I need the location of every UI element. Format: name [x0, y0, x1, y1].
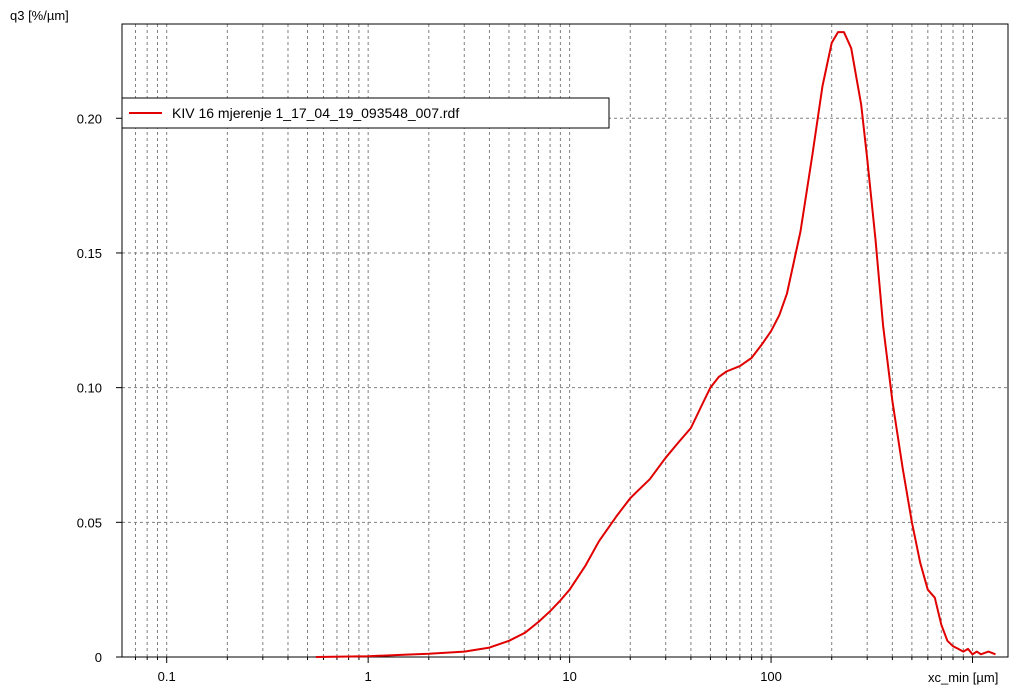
series-line — [315, 31, 996, 658]
x-tick-label: 1 — [365, 669, 372, 684]
plot-frame — [121, 23, 1009, 658]
y-tick-label: 0.15 — [77, 246, 102, 261]
x-tick-label: 100 — [760, 669, 782, 684]
series-layer — [315, 31, 996, 658]
x-tick-label: 10 — [562, 669, 576, 684]
x-axis-label: xc_min [µm] — [928, 670, 998, 685]
y-axis-label: q3 [%/µm] — [10, 8, 69, 23]
y-tick-label: 0.20 — [77, 111, 102, 126]
y-tick-label: 0.05 — [77, 515, 102, 530]
y-tick-label: 0 — [95, 650, 102, 665]
grid — [122, 24, 1008, 657]
y-axis: 0 0.05 0.10 0.15 0.20 — [77, 111, 122, 665]
x-axis: 0.1 1 10 100 — [134, 657, 974, 684]
legend-entry: KIV 16 mjerenje 1_17_04_19_093548_007.rd… — [172, 105, 459, 121]
legend-box — [121, 97, 610, 129]
legend: KIV 16 mjerenje 1_17_04_19_093548_007.rd… — [121, 97, 610, 129]
x-tick-label: 0.1 — [158, 669, 176, 684]
y-tick-label: 0.10 — [77, 381, 102, 396]
